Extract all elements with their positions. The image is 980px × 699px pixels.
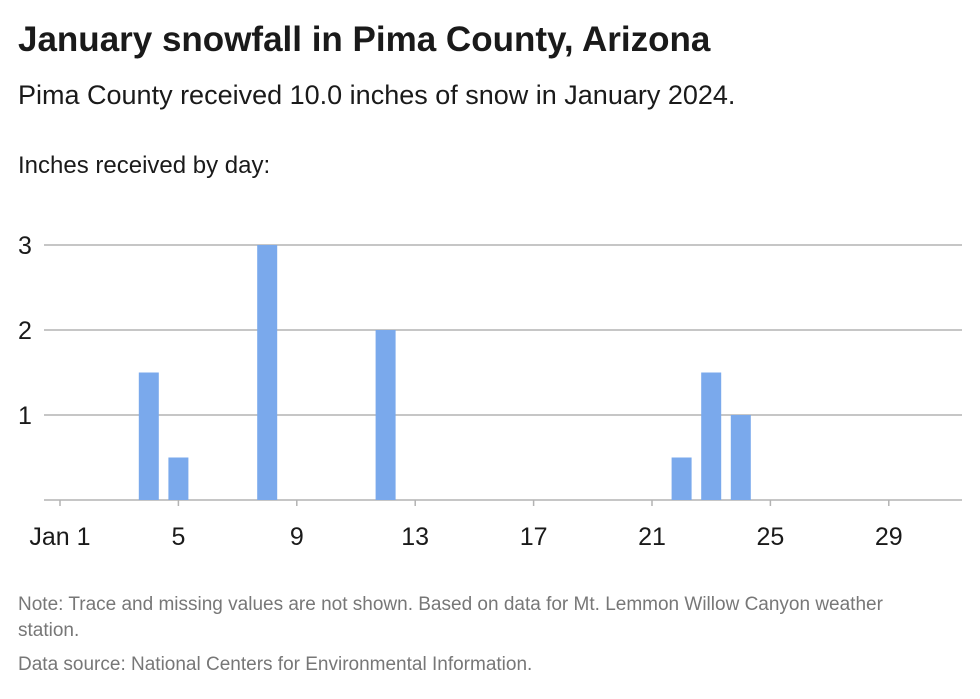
bar-day-12 <box>375 330 396 500</box>
bar-day-24 <box>730 415 751 500</box>
bar-day-23 <box>701 372 722 500</box>
y-tick-label: 2 <box>18 317 32 345</box>
x-tick-label: 5 <box>171 523 185 551</box>
axis-labels: 1 2 3 Jan 1 5 9 13 17 21 25 29 <box>18 232 903 551</box>
chart-title: January snowfall in Pima County, Arizona <box>18 20 711 59</box>
chart-note: Note: Trace and missing values are not s… <box>18 594 883 641</box>
x-tick-label: 9 <box>290 523 304 551</box>
snowfall-bar-chart: 1 2 3 Jan 1 5 9 13 17 21 25 29 <box>18 232 962 551</box>
x-tick-label: 25 <box>756 523 784 551</box>
bar-day-8 <box>257 245 278 500</box>
y-tick-label: 3 <box>18 232 32 260</box>
bar-day-4 <box>138 372 159 500</box>
chart-subtitle: Pima County received 10.0 inches of snow… <box>18 80 736 110</box>
bar-day-22 <box>671 457 692 500</box>
x-tick-label: Jan 1 <box>29 523 90 551</box>
x-tick-label: 29 <box>875 523 903 551</box>
x-tick-label: 13 <box>401 523 429 551</box>
bars <box>138 245 751 500</box>
data-source: Data source: National Centers for Enviro… <box>18 654 533 675</box>
x-tick-label: 21 <box>638 523 666 551</box>
y-tick-label: 1 <box>18 402 32 430</box>
y-axis-caption: Inches received by day: <box>18 152 271 179</box>
bar-day-5 <box>168 457 189 500</box>
x-tick-label: 17 <box>520 523 548 551</box>
grid-lines <box>44 244 962 506</box>
